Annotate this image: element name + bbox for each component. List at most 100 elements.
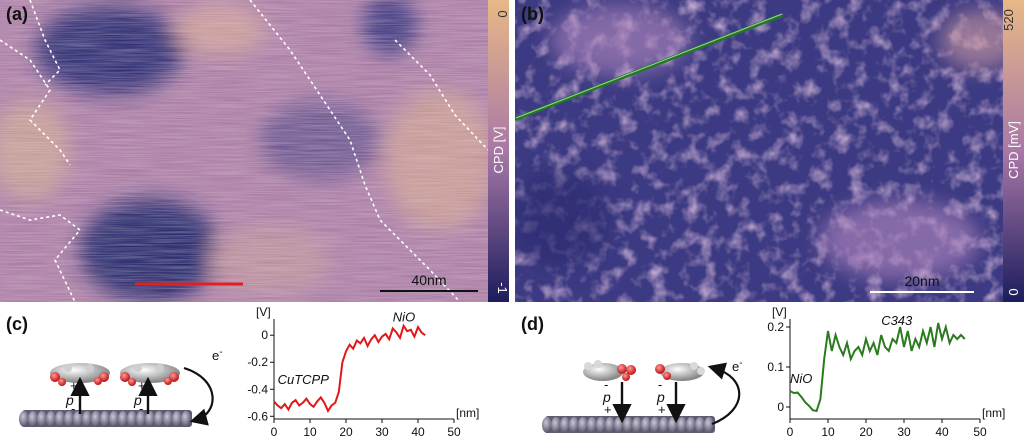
dipole-label-d-1: p <box>602 389 611 405</box>
profile-line-b <box>515 13 783 121</box>
y-tick-label: 0.2 <box>767 320 784 334</box>
x-tick-label: 50 <box>973 425 987 439</box>
substrate-atom <box>677 417 687 433</box>
y-axis-label: [V] <box>256 305 271 319</box>
substrate-atom <box>46 411 56 427</box>
colorbar-b-min: 0 <box>1006 288 1021 295</box>
x-tick-label: 0 <box>787 425 794 439</box>
substrate-atom <box>695 417 705 433</box>
substrate-atom <box>127 411 137 427</box>
chart-d: 0 10 20 30 40 50 0 0.1 0.2[V] [nm] C343 NiO <box>767 305 1005 439</box>
annotation: C343 <box>881 313 913 328</box>
colorbar-a-max: 0 <box>495 10 510 17</box>
substrate-atom <box>82 411 92 427</box>
substrate-atom <box>154 411 164 427</box>
electron-transfer-arrow-c <box>183 366 214 426</box>
panel-label-a: (a) <box>6 4 28 24</box>
substrate-atom <box>73 411 83 427</box>
charge-plus-c-1: + <box>70 378 78 393</box>
scalebar-label-b: 20nm <box>904 273 939 289</box>
charge-minus-d-1: - <box>604 377 608 392</box>
y-tick-label: -0.6 <box>247 409 268 423</box>
y-tick-label: 0 <box>261 328 268 342</box>
y-tick-label: 0.1 <box>767 360 784 374</box>
x-tick-label: 40 <box>411 425 425 439</box>
panel-b: 20nm (b) 520 CPD [mV] 0 <box>515 0 1024 302</box>
substrate-atom <box>560 417 570 433</box>
substrate-atom <box>686 417 696 433</box>
electron-label-c: e- <box>212 347 223 363</box>
substrate-atom <box>659 417 669 433</box>
series-line <box>789 322 966 413</box>
substrate-atom <box>118 411 128 427</box>
y-tick-label: 0 <box>777 400 784 414</box>
substrate-atom <box>605 417 615 433</box>
substrate-atom <box>650 417 660 433</box>
x-tick-label: 10 <box>821 425 835 439</box>
molecule-c-2 <box>120 363 180 386</box>
colorbar-b-title: CPD [mV] <box>1006 121 1021 179</box>
substrate-atom <box>623 417 633 433</box>
substrate-atom <box>55 411 65 427</box>
substrate-atom <box>109 411 119 427</box>
substrate-atom <box>632 417 642 433</box>
electron-label-d: e- <box>732 358 743 374</box>
colorbar-a-min: -1 <box>495 282 510 294</box>
x-tick-label: 50 <box>447 425 461 439</box>
substrate-atom <box>668 417 678 433</box>
annotation: NiO <box>393 310 415 325</box>
kpfm-map-b: 20nm <box>515 0 1003 302</box>
annotation: NiO <box>790 371 812 386</box>
colorbar-a-title: CPD [V] <box>491 127 506 174</box>
substrate-atom <box>37 411 47 427</box>
substrate-atom <box>136 411 146 427</box>
x-tick-label: 40 <box>935 425 949 439</box>
charge-minus-c-1: - <box>71 401 75 416</box>
sketch-c: + p - + p - e- <box>19 347 223 427</box>
substrate-atom <box>641 417 651 433</box>
substrate-atom <box>578 417 588 433</box>
x-tick-label: 0 <box>271 425 278 439</box>
dipole-label-d-2: p <box>656 389 665 405</box>
x-tick-label: 10 <box>303 425 317 439</box>
substrate-atom <box>100 411 110 427</box>
annotation: CuTCPP <box>278 372 330 387</box>
sketch-d: - p + - p + e- <box>542 358 743 433</box>
substrate-atom <box>19 411 29 427</box>
y-tick-label: -0.4 <box>247 382 268 396</box>
panel-label-b: (b) <box>521 4 544 24</box>
electron-transfer-arrow-d <box>707 362 741 426</box>
panel-label-c: (c) <box>6 314 28 334</box>
charge-minus-c-2: - <box>139 401 143 416</box>
substrate-atom <box>614 417 624 433</box>
substrate-c <box>19 410 192 427</box>
x-tick-label: 30 <box>375 425 389 439</box>
kpfm-map-a: 40nm <box>0 0 488 302</box>
colorbar-b <box>1003 0 1024 302</box>
dipole-label-c-2: p <box>133 392 142 408</box>
x-tick-label: 30 <box>897 425 911 439</box>
y-tick-label: -0.2 <box>247 355 268 369</box>
panel-a: 40nm (a) 0 CPD [V] -1 <box>0 0 510 302</box>
charge-plus-c-2: + <box>138 378 146 393</box>
panel-c: (c) + p - + p <box>6 305 479 439</box>
substrate-atom <box>172 411 182 427</box>
substrate-atom <box>181 411 191 427</box>
substrate-atom <box>551 417 561 433</box>
charge-minus-d-2: - <box>658 377 662 392</box>
substrate-atom <box>569 417 579 433</box>
substrate-atom <box>28 411 38 427</box>
substrate-atom <box>704 417 714 433</box>
y-axis-label: [V] <box>772 305 787 319</box>
domain-boundaries <box>0 0 488 302</box>
molecule-c-1 <box>50 363 110 386</box>
x-axis-label: [nm] <box>456 406 479 420</box>
substrate-atom <box>91 411 101 427</box>
substrate-atom <box>587 417 597 433</box>
panel-label-d: (d) <box>521 314 544 334</box>
molecule-d-1 <box>583 360 636 381</box>
charge-plus-d-1: + <box>604 402 612 417</box>
substrate-d <box>542 416 715 433</box>
x-axis-label: [nm] <box>982 406 1005 420</box>
